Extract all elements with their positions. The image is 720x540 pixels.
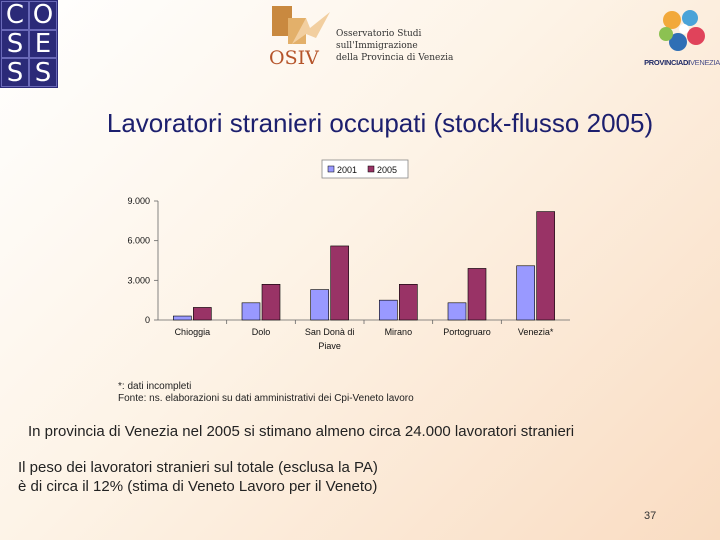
slide-title: Lavoratori stranieri occupati (stock-flu… [106, 108, 654, 138]
y-tick-label: 0 [145, 315, 150, 325]
y-tick-label: 3.000 [127, 275, 150, 285]
bar-2005-3 [330, 245, 349, 321]
coses-letter: S [29, 58, 57, 87]
x-tick-label: Portogruaro [443, 327, 491, 337]
provincia-label: PROVINCIADIVENEZIA [644, 58, 720, 67]
x-tick-label: Chioggia [175, 327, 211, 337]
bar-2005-6 [536, 211, 555, 321]
y-tick-label: 6.000 [127, 236, 150, 246]
estimate-sentence: In provincia di Venezia nel 2005 si stim… [28, 423, 575, 440]
provincia-emblem-icon [659, 10, 705, 51]
bar-2001-6 [516, 265, 535, 321]
note-source: Fonte: ns. elaborazioni su dati amminist… [118, 393, 414, 404]
x-tick-label: Piave [318, 341, 341, 351]
bar-2005-1 [193, 307, 212, 321]
coses-letter: C [1, 1, 29, 30]
bar-2001-4 [379, 299, 398, 321]
x-tick-label: San Donà di [305, 327, 355, 337]
bar-2005-4 [399, 284, 418, 321]
osiv-logo: OSIV Osservatorio Studi sull'Immigrazion… [266, 4, 456, 70]
osiv-caption: Osservatorio Studi sull'Immigrazione del… [336, 28, 453, 64]
legend-swatch-2005 [367, 165, 375, 173]
note-incomplete: *: dati incompleti [118, 381, 192, 392]
provincia-label-light: VENEZIA [689, 58, 720, 67]
osiv-caption-line: della Provincia di Venezia [336, 53, 454, 63]
coses-letter: E [29, 29, 57, 59]
bar-2001-1 [173, 315, 192, 321]
y-tick-label: 9.000 [127, 196, 150, 206]
share-paragraph: Il peso dei lavoratori stranieri sul tot… [18, 458, 378, 496]
bar-2001-2 [241, 302, 261, 321]
legend-label-2005: 2005 [377, 165, 397, 175]
osiv-mark-text: OSIV [269, 47, 319, 69]
osiv-caption-line: sull'Immigrazione [336, 41, 418, 51]
chart-notes: *: dati incompleti Fonte: ns. elaborazio… [118, 381, 414, 405]
coses-letter: S [1, 58, 29, 87]
osiv-mark-icon: OSIV [269, 6, 330, 69]
bar-2001-3 [310, 289, 329, 321]
x-tick-label: Venezia* [518, 327, 554, 337]
bar-chart: 2001 2005 0 3.000 6.000 9.000 Chioggia Dolo San … [127, 159, 570, 351]
bar-2005-5 [467, 268, 487, 321]
coses-logo: C O S E S S [0, 0, 58, 88]
coses-letter: O [29, 1, 57, 30]
chart-legend [321, 159, 409, 179]
share-line: Il peso dei lavoratori stranieri sul tot… [18, 459, 378, 476]
x-tick-label: Dolo [252, 327, 271, 337]
coses-letter: S [1, 29, 29, 59]
bar-2005-2 [261, 284, 281, 321]
bar-2001-5 [447, 302, 467, 321]
legend-swatch-2001 [327, 165, 335, 173]
provincia-logo: PROVINCIADIVENEZIA [644, 4, 720, 70]
legend-label-2001: 2001 [337, 165, 357, 175]
osiv-caption-line: Osservatorio Studi [336, 29, 422, 39]
share-line: è di circa il 12% (stima di Veneto Lavor… [18, 478, 378, 495]
provincia-label-bold: PROVINCIADI [644, 58, 690, 67]
x-tick-label: Mirano [385, 327, 413, 337]
page-number: 37 [644, 510, 657, 522]
